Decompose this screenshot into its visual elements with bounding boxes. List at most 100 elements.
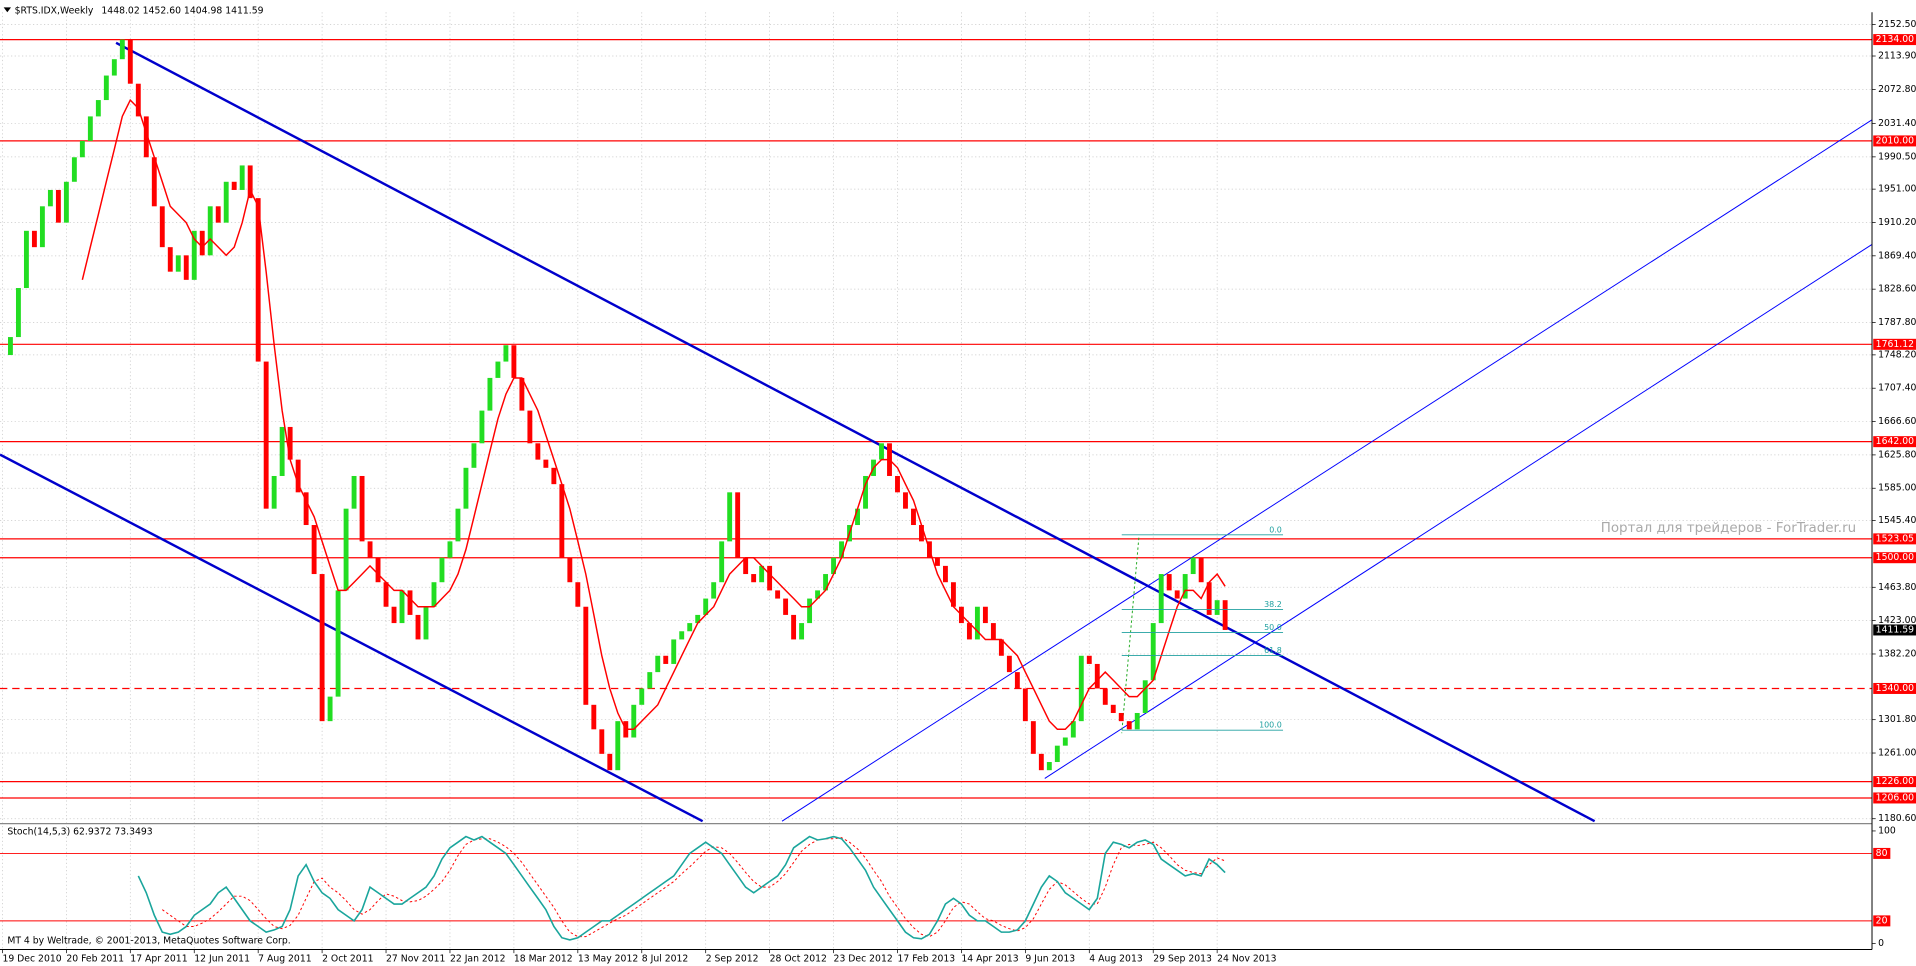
x-tick-label: 8 Jul 2012 [642,954,689,965]
y-tick-label: 1625.80 [1878,449,1916,460]
level-box [1873,682,1916,694]
candle-body [127,39,133,84]
candle-body [343,508,349,591]
candle-body [687,623,693,632]
candle-body [151,157,157,207]
candle-body [87,116,93,141]
level-label: 1761.12 [1876,339,1914,350]
candle-body [591,704,597,730]
candle-body [583,606,589,705]
level-label: 1206.00 [1876,792,1914,803]
y-tick-label: 1666.60 [1878,416,1916,427]
candle-body [759,565,765,583]
level-label: 2134.00 [1876,34,1914,45]
candle-body [719,541,725,583]
candle-body [463,467,469,509]
x-tick-label: 14 Apr 2013 [961,954,1018,965]
x-tick-label: 12 Jun 2011 [194,954,250,965]
candle-body [775,590,781,599]
candle-body [567,557,573,583]
candle-body [383,582,389,607]
candle-body [1190,557,1196,575]
candle-body [815,590,821,599]
x-tick-label: 4 Aug 2013 [1089,954,1143,965]
candle-body [575,582,581,607]
candle-body [1102,688,1108,705]
candle-body [1094,663,1100,689]
candle-body [1030,721,1036,754]
candle-body [63,181,69,223]
y-tick-label: 1990.50 [1878,151,1916,162]
candle-body [351,475,357,509]
candle-body [311,525,317,575]
candle-body [23,230,29,289]
candle-body [998,639,1004,656]
candle-body [1222,600,1228,630]
candle-body [1118,712,1124,722]
level-box [1873,915,1891,927]
level-label: 2010.00 [1876,135,1914,146]
level-box [1873,552,1916,564]
candle-body [767,565,773,591]
candle-body [439,557,445,583]
candle-body [15,288,21,338]
y-tick-label: 1828.60 [1878,284,1916,295]
x-tick-label: 9 Jun 2013 [1025,954,1075,965]
ohlc: 1448.02 1452.60 1404.98 1411.59 [101,6,263,17]
footer: MT 4 by Weltrade, © 2001-2013, MetaQuote… [7,935,290,946]
candle-body [247,165,253,199]
candle-body [47,189,53,207]
candle-body [527,410,533,444]
candle-body [271,475,277,509]
candle-body [495,361,501,378]
candle-body [431,582,437,607]
candle-body [159,206,165,248]
level-box [1873,847,1891,859]
candle-body [911,508,916,526]
candle-body [503,345,509,362]
candle-body [879,443,884,460]
y-tick-label: 1545.40 [1878,515,1916,526]
candle-body [1134,712,1140,730]
candle-body [679,631,685,640]
candle-body [215,206,221,223]
level-label: 20 [1876,915,1888,926]
candle-body [919,525,924,542]
candle-body [55,189,61,223]
y-tick-label: 2152.50 [1878,19,1916,30]
moving-average [81,98,1226,731]
candle-body [799,623,805,640]
candle-body [791,614,797,640]
candle-body [1198,557,1204,583]
x-tick-label: 23 Dec 2012 [834,954,893,965]
candle-body [31,230,37,248]
level-box [1873,34,1916,46]
stoch-title: Stoch(14,5,3) 62.9372 73.3493 [7,827,152,838]
candle-body [95,100,101,117]
fibo-label: 0.0 [1269,525,1282,534]
candle-body [1022,688,1028,722]
candle-body [407,590,413,615]
candle-body [1062,737,1068,746]
fibo-trend [1121,537,1140,734]
candle-body [727,492,733,542]
candle-body [359,475,365,542]
x-tick-label: 19 Dec 2010 [2,954,61,965]
channel-line [1044,244,1873,779]
candle-body [447,541,453,558]
candle-body [319,574,325,722]
candle-body [895,475,900,493]
candle-body [1158,574,1164,624]
candle-body [1038,753,1044,771]
candle-body [607,753,613,771]
candle-body [599,729,605,754]
candle-body [415,614,421,640]
candle-body [327,696,333,722]
candle-body [935,557,940,566]
candle-body [455,508,461,542]
trendline [115,41,1596,823]
candle-body [711,582,717,599]
candle-body [551,467,557,485]
candle-body [103,75,109,101]
